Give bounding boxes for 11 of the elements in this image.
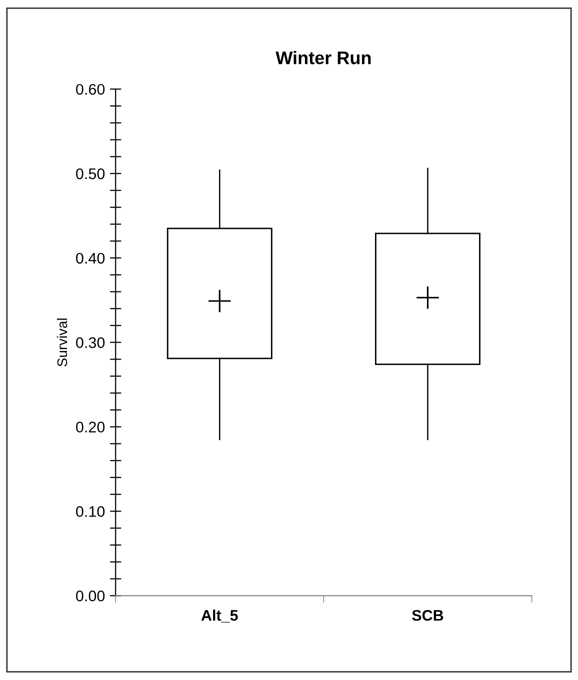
x-tick-label: SCB <box>412 610 444 621</box>
y-tick-label: 0.10 <box>76 506 105 517</box>
y-tick-label: 0.40 <box>76 252 105 264</box>
x-tick-label: Alt_5 <box>201 610 238 623</box>
y-tick-label: 0.60 <box>76 84 105 95</box>
chart-title: Winter Run <box>276 50 371 64</box>
y-tick-label: 0.50 <box>76 168 105 180</box>
y-tick-label: 0.20 <box>76 422 105 432</box>
y-axis-title: Survival <box>56 318 68 366</box>
text: 0.00 <box>76 590 105 602</box>
y-tick-label: 0.30 <box>76 337 105 348</box>
